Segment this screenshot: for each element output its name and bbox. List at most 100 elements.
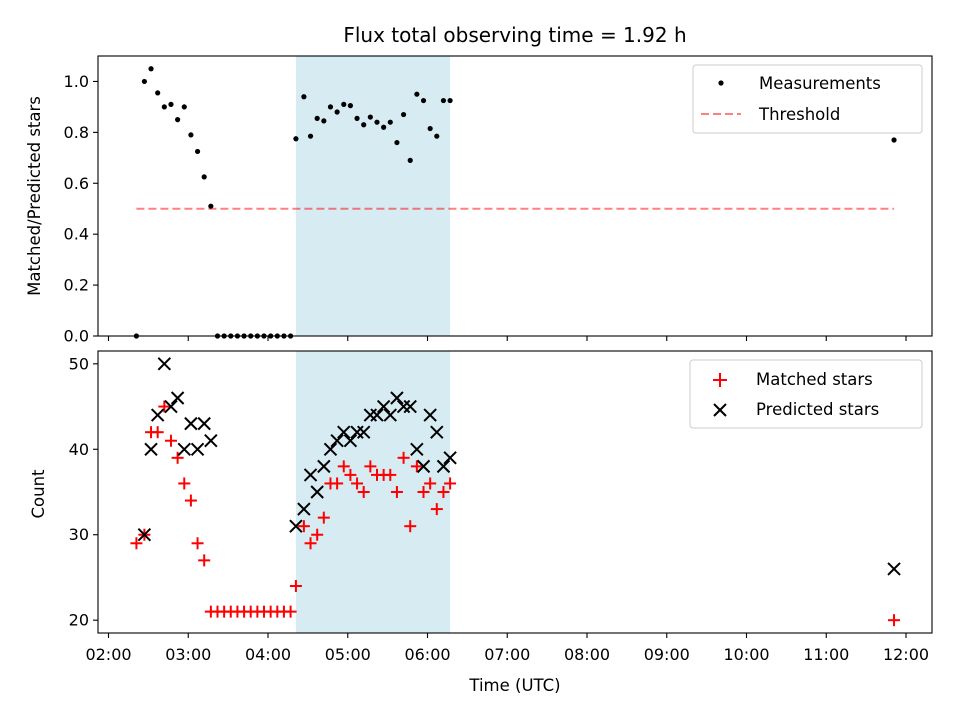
matched-star-point <box>397 451 410 464</box>
measurement-point <box>301 94 307 100</box>
x-tick-label: 12:00 <box>883 645 929 664</box>
measurement-point <box>414 91 420 97</box>
x-tick-label: 02:00 <box>85 645 131 664</box>
matched-star-point <box>344 468 357 481</box>
bottom-y-tick-label: 50 <box>69 354 89 373</box>
top-panel: 0.0 0.2 0.4 0.6 0.8 1.0 Matched/Predicted sta… <box>25 55 933 346</box>
bottom-y-tick-label: 40 <box>69 440 89 459</box>
predicted-star-point <box>317 459 331 474</box>
x-tick-label: 10:00 <box>723 645 769 664</box>
predicted-star-point <box>376 399 391 414</box>
measurement-point <box>440 97 447 104</box>
measurement-point <box>327 104 334 110</box>
bottom-x-ticks: 02:00 03:00 04:00 05:00 06:00 07:00 08:00 09:00… <box>85 633 929 664</box>
matched-star-point <box>384 468 397 481</box>
predicted-star-point <box>310 485 324 499</box>
measurement-point <box>394 139 400 146</box>
measurement-point <box>181 104 187 110</box>
matched-star-point <box>284 605 297 618</box>
measurement-point <box>161 104 167 110</box>
bottom-legend: Matched stars Predicted stars <box>689 359 923 429</box>
top-y-ticks: 0.0 0.2 0.4 0.6 0.8 1.0 <box>64 72 98 346</box>
measurement-point <box>314 115 320 121</box>
predicted-star-point <box>383 408 397 422</box>
x-tick-label: 05:00 <box>325 645 371 664</box>
measurement-point <box>347 103 354 109</box>
predicted-star-point <box>137 528 152 542</box>
matched-star-point <box>289 580 302 592</box>
predicted-star-point <box>410 442 424 456</box>
predicted-star-point <box>144 442 158 456</box>
bottom-axes-frame <box>97 350 933 634</box>
measurement-point <box>427 125 433 132</box>
x-tick-label: 07:00 <box>484 645 530 664</box>
bottom-y-tick-label: 20 <box>69 611 89 630</box>
bottom-y-axis-label: Count <box>29 469 48 519</box>
matched-star-point <box>297 520 310 533</box>
predicted-star-point <box>303 468 318 482</box>
matched-star-point <box>351 477 364 490</box>
matched-star-point <box>410 460 423 473</box>
predicted-star-point <box>416 459 431 474</box>
measurement-point <box>361 122 367 128</box>
legend-measurements-marker <box>718 80 724 86</box>
predicted-star-point <box>436 459 451 474</box>
bottom-y-tick-label: 30 <box>69 525 89 544</box>
measurement-point <box>367 114 373 120</box>
predicted-star-point <box>430 425 444 439</box>
matched-star-point <box>191 537 204 550</box>
matched-star-point <box>424 477 437 490</box>
matched-star-point <box>184 494 197 507</box>
measurement-point <box>387 119 393 125</box>
matched-star-point <box>151 426 164 439</box>
x-axis-label: Time (UTC) <box>468 676 560 695</box>
predicted-star-point <box>887 562 901 576</box>
x-tick-label: 09:00 <box>644 645 690 664</box>
measurement-point <box>293 136 299 142</box>
bottom-legend-box <box>689 359 923 429</box>
predicted-star-point <box>197 416 211 431</box>
measurement-point <box>354 115 360 121</box>
top-y-tick-label: 0.6 <box>64 174 89 193</box>
measurement-point <box>201 174 207 180</box>
measurement-point <box>321 118 327 124</box>
matched-star-point <box>164 434 177 447</box>
matched-star-point <box>171 451 184 464</box>
matched-star-point <box>304 537 317 550</box>
predicted-star-point <box>330 434 344 448</box>
measurement-point <box>307 133 314 139</box>
legend-predicted-marker <box>713 403 727 417</box>
matched-star-point <box>178 477 191 490</box>
legend-matched-label: Matched stars <box>756 370 873 389</box>
top-x-ticks <box>107 336 907 341</box>
predicted-star-point <box>343 434 358 448</box>
matched-star-point <box>444 477 457 490</box>
predicted-stars-points <box>137 357 901 576</box>
measurement-point <box>400 111 407 118</box>
predicted-star-point <box>190 442 205 456</box>
matched-star-point <box>390 486 403 498</box>
matched-star-point <box>311 528 324 541</box>
matched-star-point <box>337 460 350 473</box>
predicted-star-point <box>184 416 198 431</box>
predicted-star-point <box>170 391 185 405</box>
matched-star-point <box>888 614 901 627</box>
matched-star-point <box>357 486 370 498</box>
measurement-point <box>148 66 154 72</box>
measurement-point <box>447 97 453 104</box>
top-y-tick-label: 0.8 <box>64 123 89 142</box>
x-tick-label: 04:00 <box>245 645 291 664</box>
predicted-star-point <box>390 391 404 405</box>
measurement-point <box>341 101 347 107</box>
measurement-point <box>334 109 340 115</box>
predicted-star-point <box>164 399 178 414</box>
predicted-star-point <box>289 519 303 533</box>
matched-star-point <box>198 554 211 567</box>
matched-star-point <box>404 520 417 533</box>
predicted-star-point <box>370 408 384 422</box>
measurement-point <box>188 132 194 138</box>
measurement-point <box>194 148 201 155</box>
legend-matched-marker <box>713 373 727 387</box>
predicted-star-point <box>443 451 457 465</box>
